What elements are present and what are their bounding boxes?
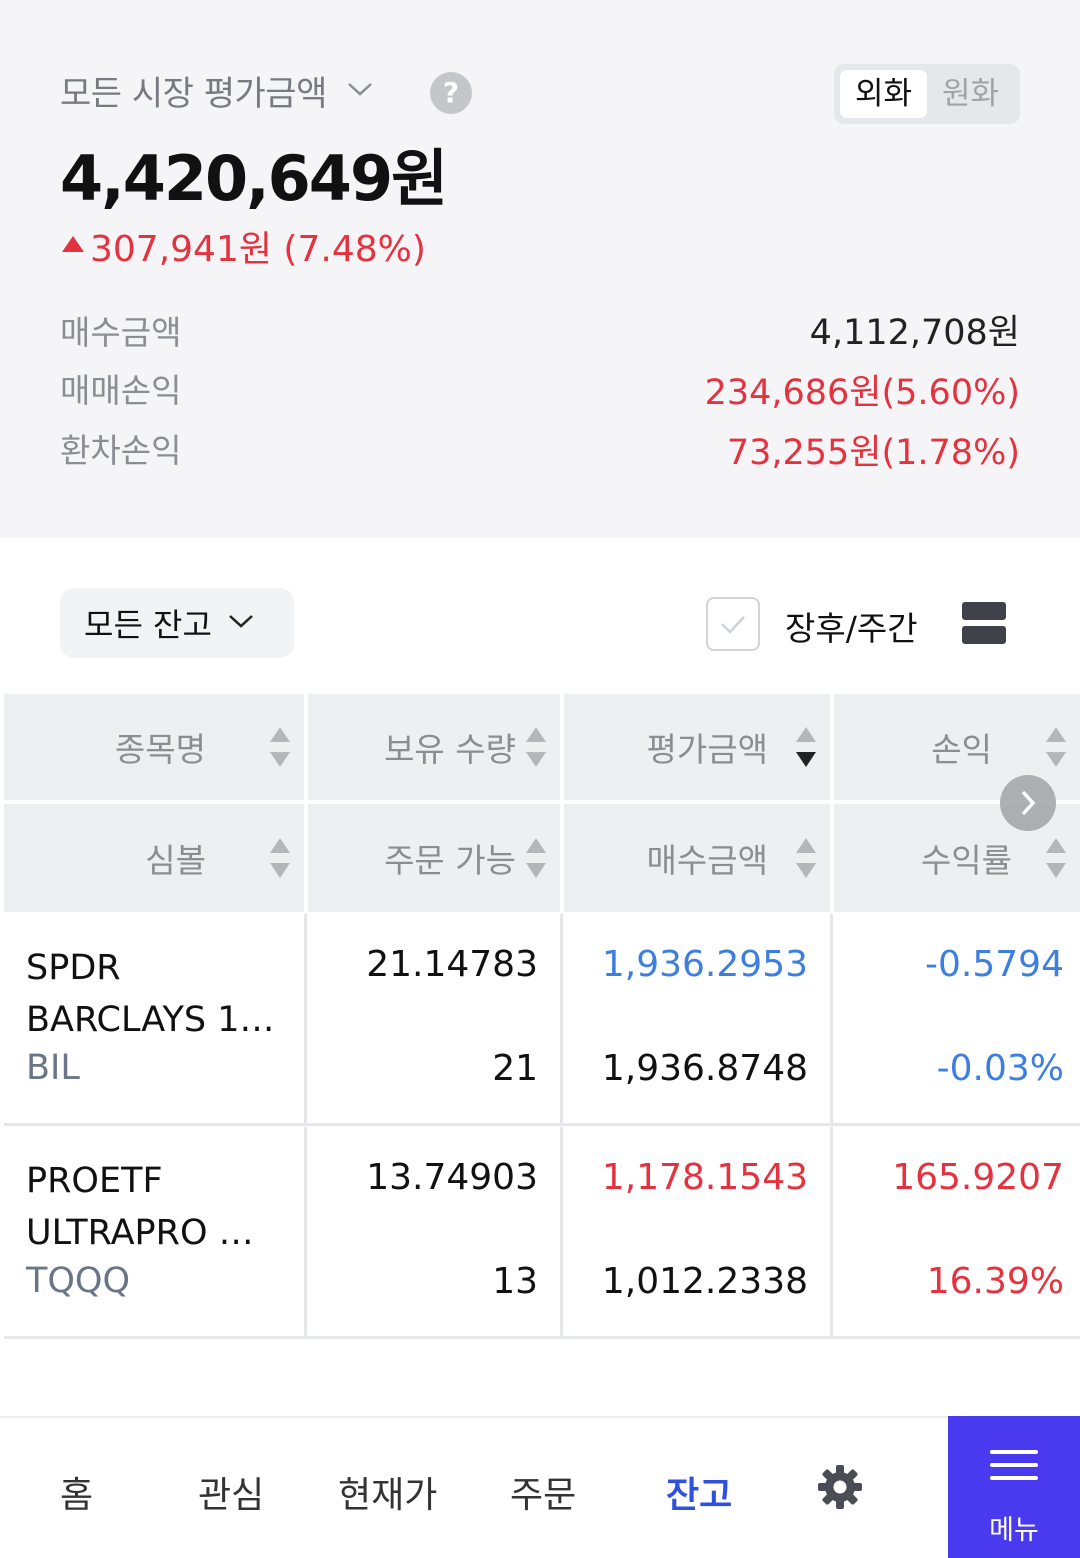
menu-button[interactable]: 메뉴	[948, 1416, 1080, 1558]
pnl: 165.9207	[892, 1157, 1064, 1198]
holdings-table-header: 종목명 보유 수량 평가금액 손익 심볼 주문 가능 매수금액 수익률	[4, 694, 1080, 912]
hamburger-icon	[990, 1450, 1038, 1489]
sort-icon	[796, 838, 816, 878]
nav-home[interactable]: 홈	[60, 1475, 94, 1516]
nav-balance[interactable]: 잔고	[666, 1475, 733, 1516]
table-row[interactable]: PROETF ULTRAPRO … TQQQ 13.74903 13 1,178…	[4, 1127, 1080, 1339]
portfolio-summary: 모든 시장 평가금액 ? 외화 원화 4,420,649원 307,941원 (…	[0, 0, 1080, 538]
up-triangle-icon	[62, 236, 84, 252]
layout-toggle-icon[interactable]	[962, 602, 1006, 644]
total-change-value: 307,941원 (7.48%)	[90, 229, 426, 270]
sort-icon	[526, 838, 546, 878]
header-buy-amount[interactable]: 매수금액	[564, 804, 830, 912]
buy-amount-label: 매수금액	[60, 313, 182, 352]
menu-label: 메뉴	[989, 1515, 1039, 1546]
table-row[interactable]: SPDR BARCLAYS 1… BIL 21.14783 21 1,936.2…	[4, 914, 1080, 1126]
sort-icon	[1046, 727, 1066, 767]
trading-pnl-value: 234,686원(5.60%)	[704, 373, 1020, 413]
header-quantity[interactable]: 보유 수량	[308, 694, 560, 800]
eval-amount: 1,178.1543	[601, 1157, 808, 1198]
fx-pnl-label: 환차손익	[60, 431, 182, 470]
chevron-right-icon	[1021, 790, 1036, 816]
header-name[interactable]: 종목명	[4, 694, 304, 800]
currency-toggle: 외화 원화	[834, 64, 1020, 124]
header-return-rate-label: 수익률	[920, 841, 1012, 880]
currency-won-option[interactable]: 원화	[941, 76, 1000, 112]
check-icon	[721, 616, 745, 634]
nav-current-price[interactable]: 현재가	[338, 1475, 438, 1516]
header-pnl[interactable]: 손익	[834, 694, 1080, 800]
header-symbol-label: 심볼	[145, 841, 206, 880]
scroll-right-button[interactable]	[1000, 775, 1056, 831]
header-eval-amount[interactable]: 평가금액	[564, 694, 830, 800]
orderable-quantity: 13	[492, 1261, 538, 1302]
buy-amount: 1,012.2338	[601, 1261, 808, 1302]
buy-amount: 1,936.8748	[601, 1048, 808, 1089]
header-buy-amount-label: 매수금액	[646, 841, 768, 880]
total-change: 307,941원 (7.48%)	[62, 220, 426, 272]
help-icon[interactable]: ?	[430, 72, 472, 114]
nav-watchlist[interactable]: 관심	[198, 1475, 265, 1516]
bottom-navigation: 홈 관심 현재가 주문 잔고	[0, 1416, 1080, 1558]
stock-name-line2: BARCLAYS 1…	[26, 1000, 275, 1040]
stock-symbol: BIL	[26, 1048, 80, 1088]
chevron-down-icon	[228, 613, 254, 633]
pnl: -0.5794	[925, 944, 1064, 985]
balance-filter-label: 모든 잔고	[84, 606, 212, 644]
holding-quantity: 13.74903	[366, 1157, 538, 1198]
header-symbol[interactable]: 심볼	[4, 804, 304, 912]
sort-icon	[526, 727, 546, 767]
header-orderable[interactable]: 주문 가능	[308, 804, 560, 912]
market-label: 모든 시장 평가금액	[60, 74, 327, 114]
stock-name-line2: ULTRAPRO …	[26, 1213, 254, 1253]
stock-name-line1: SPDR	[26, 948, 121, 988]
return-rate: 16.39%	[926, 1261, 1064, 1302]
stock-symbol: TQQQ	[26, 1261, 131, 1301]
chevron-down-icon	[347, 81, 373, 101]
header-eval-amount-label: 평가금액	[646, 730, 768, 769]
trading-pnl-label: 매매손익	[60, 371, 182, 410]
header-quantity-label: 보유 수량	[384, 730, 516, 769]
balance-filter-dropdown[interactable]: 모든 잔고	[60, 588, 294, 658]
currency-foreign-option[interactable]: 외화	[840, 70, 927, 118]
eval-amount: 1,936.2953	[601, 944, 808, 985]
stock-name-line1: PROETF	[26, 1161, 163, 1201]
buy-amount-value: 4,112,708원	[809, 313, 1020, 353]
after-hours-label: 장후/주간	[785, 609, 918, 648]
sort-icon	[270, 838, 290, 878]
sort-desc-icon	[796, 727, 816, 767]
total-evaluation-amount: 4,420,649원	[60, 142, 448, 215]
orderable-quantity: 21	[492, 1048, 538, 1089]
market-selector[interactable]: 모든 시장 평가금액	[60, 66, 373, 115]
holding-quantity: 21.14783	[366, 944, 538, 985]
header-orderable-label: 주문 가능	[384, 841, 516, 880]
return-rate: -0.03%	[936, 1048, 1064, 1089]
header-name-label: 종목명	[114, 730, 206, 769]
header-pnl-label: 손익	[931, 730, 992, 769]
nav-order[interactable]: 주문	[510, 1475, 577, 1516]
after-hours-checkbox[interactable]	[706, 597, 760, 651]
fx-pnl-value: 73,255원(1.78%)	[726, 433, 1020, 473]
sort-icon	[270, 727, 290, 767]
settings-gear-icon[interactable]	[816, 1463, 864, 1511]
sort-icon	[1046, 838, 1066, 878]
